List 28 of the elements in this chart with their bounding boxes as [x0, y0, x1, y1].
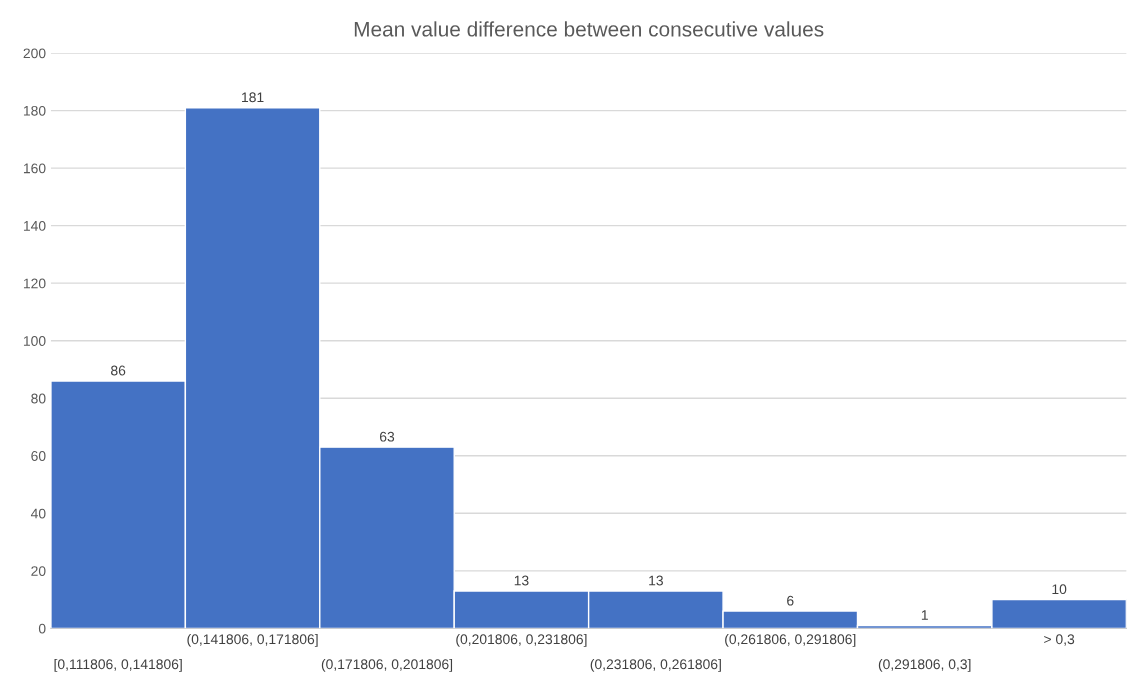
x-tick-label: (0,171806, 0,201806] [321, 658, 453, 672]
data-label: 6 [787, 595, 794, 606]
x-tick-label: (0,231806, 0,261806] [590, 658, 721, 672]
y-tick-label: 40 [30, 508, 46, 519]
y-tick-label: 100 [23, 336, 46, 346]
x-tick-label: (0,261806, 0,291806] [725, 633, 856, 647]
x-tick-label: > 0,3 [1044, 634, 1075, 646]
x-tick-label: (0,291806, 0,3] [878, 658, 971, 672]
y-tick-label: 0 [38, 623, 46, 634]
y-tick-label: 180 [23, 105, 46, 116]
data-label: 86 [111, 365, 126, 376]
data-label: 10 [1052, 584, 1067, 595]
y-tick-label: 60 [31, 451, 46, 461]
x-tick-label: (0,141806, 0,171806] [187, 633, 318, 647]
chart-title: Mean value difference between consecutive values [354, 21, 824, 37]
y-tick-label: 200 [23, 48, 46, 59]
y-tick-label: 80 [31, 393, 46, 404]
data-label: 181 [242, 92, 264, 103]
y-tick-label: 160 [23, 163, 46, 174]
y-tick-label: 120 [23, 278, 46, 289]
y-tick-label: 140 [23, 220, 46, 231]
data-label: 13 [514, 575, 529, 586]
y-tick-label: 20 [31, 566, 46, 577]
data-label: 13 [649, 575, 663, 586]
data-label: 1 [921, 610, 928, 620]
x-tick-label: (0,201806, 0,231806] [456, 633, 587, 647]
x-tick-label: [0,111806, 0,141806] [54, 658, 182, 672]
data-label: 63 [379, 431, 395, 442]
